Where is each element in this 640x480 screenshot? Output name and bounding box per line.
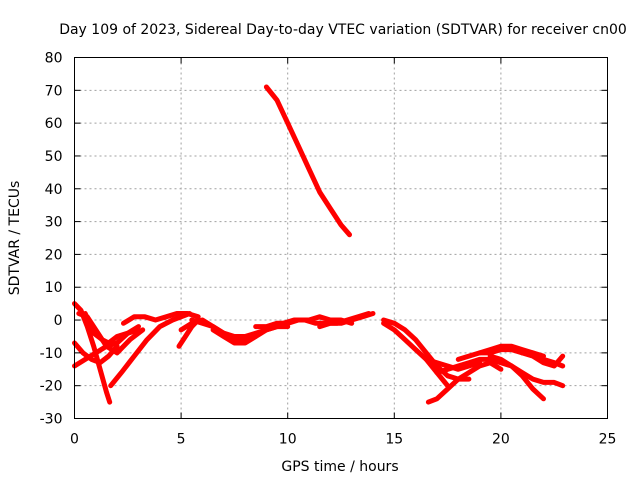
y-tick-label: 30 (45, 215, 63, 231)
x-tick-label: 15 (385, 432, 403, 448)
y-tick-label: -20 (40, 379, 63, 395)
series-arc-23 (509, 363, 566, 389)
series-arc-2 (72, 340, 120, 366)
y-tick-label: 0 (54, 313, 63, 329)
series-arc-11 (210, 324, 280, 346)
x-tick-label: 0 (70, 432, 79, 448)
series-arc-15 (263, 84, 352, 238)
y-tick-label: 40 (45, 182, 63, 198)
series-arc-5 (76, 311, 146, 356)
x-tick-label: 10 (279, 432, 297, 448)
x-tick-label: 25 (599, 432, 617, 448)
y-axis-title: SDTVAR / TECUs (7, 181, 23, 296)
y-tick-label: 70 (45, 83, 63, 99)
series-arc-16 (381, 317, 472, 382)
x-tick-label: 20 (492, 432, 510, 448)
series-arc-21 (477, 343, 566, 369)
y-tick-label: 80 (45, 51, 63, 67)
tick-labels: 0 5 10 15 20 25 -30 -20 -10 0 10 20 30 40 50 60 70 80 (40, 51, 617, 448)
series-arc-4 (82, 311, 141, 346)
y-tick-label: 60 (45, 116, 63, 132)
y-tick-label: -30 (40, 412, 63, 428)
series-arc-7 (121, 311, 201, 326)
series-arc-25 (423, 356, 483, 372)
y-tick-label: 50 (45, 149, 63, 165)
x-tick-label: 5 (177, 432, 186, 448)
series-arc-24 (519, 350, 566, 369)
axis-ticks (74, 57, 608, 419)
y-tick-label: 20 (45, 247, 63, 263)
x-axis-title: GPS time / hours (281, 459, 398, 475)
y-tick-label: -10 (40, 346, 63, 362)
series-arc-18 (425, 360, 504, 405)
chart-title: Day 109 of 2023, Sidereal Day-to-day VTE… (59, 22, 627, 38)
series-arc-6 (108, 311, 193, 389)
series-layer (72, 84, 566, 405)
y-tick-label: 10 (45, 280, 63, 296)
series-arc-1 (72, 301, 113, 405)
plot-frame (74, 57, 608, 419)
series-arc-14 (317, 311, 376, 330)
